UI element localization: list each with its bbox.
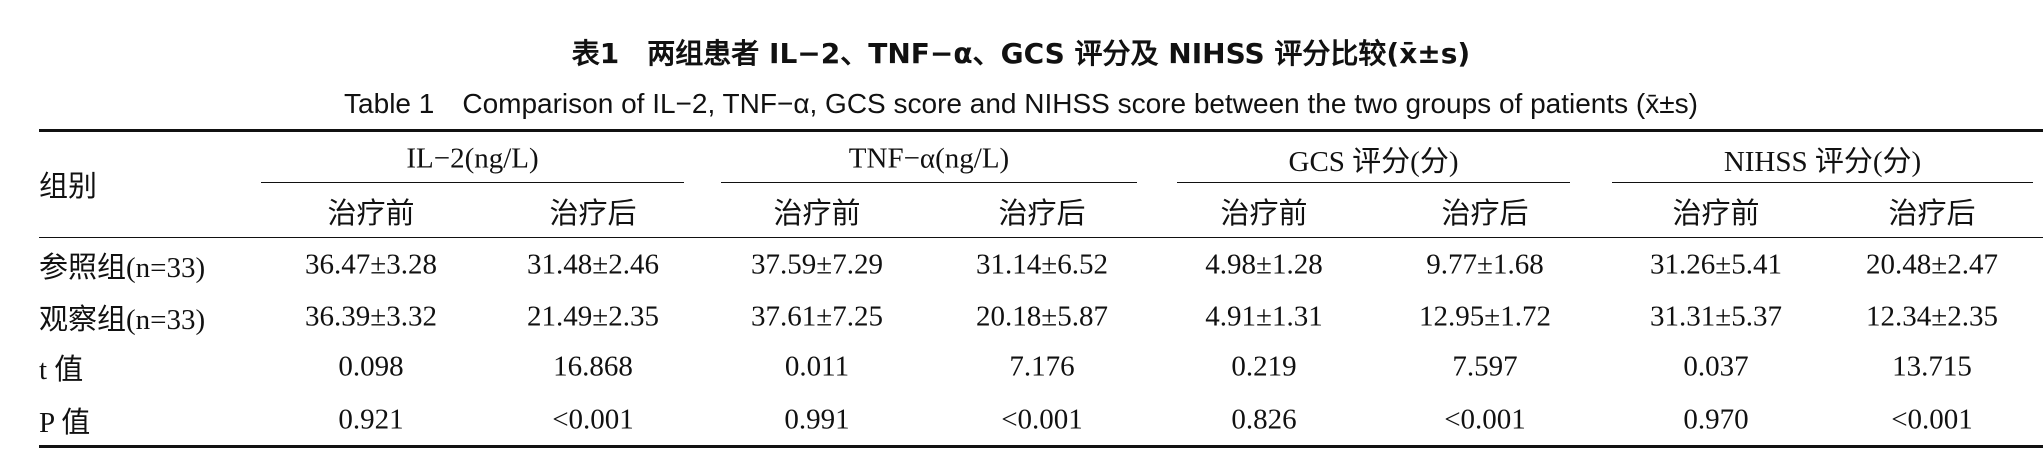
group-header: NIHSS 评分(分) bbox=[1723, 146, 1922, 178]
sub-header: 治疗后 bbox=[998, 198, 1086, 230]
cell: 0.921 bbox=[338, 403, 404, 436]
cell: 36.39±3.32 bbox=[305, 300, 437, 333]
cell: 21.49±2.35 bbox=[527, 300, 659, 333]
cell: 9.77±1.68 bbox=[1426, 248, 1544, 281]
group-header: GCS 评分(分) bbox=[1288, 146, 1459, 178]
cell: <0.001 bbox=[552, 403, 634, 436]
top-rule bbox=[39, 129, 2043, 132]
cell: 0.991 bbox=[784, 403, 850, 436]
bottom-rule bbox=[39, 445, 2043, 448]
sub-header: 治疗前 bbox=[327, 198, 415, 230]
title-en: Table 1 Comparison of IL−2, TNF−α, GCS s… bbox=[344, 88, 1698, 119]
cell: <0.001 bbox=[1001, 403, 1083, 436]
group-rule bbox=[721, 182, 1137, 183]
title-cn: 表1 两组患者 IL−2、TNF−α、GCS 评分及 NIHSS 评分比较(x̄… bbox=[571, 37, 1471, 70]
cell: 20.18±5.87 bbox=[976, 300, 1108, 333]
cell: 16.868 bbox=[553, 350, 633, 383]
row-label: t 值 bbox=[39, 354, 84, 386]
group-rule bbox=[261, 182, 684, 183]
header-rule bbox=[39, 237, 2043, 238]
row-label: P 值 bbox=[39, 407, 91, 439]
group-header: TNF−α(ng/L) bbox=[848, 142, 1010, 175]
cell: 0.098 bbox=[338, 350, 404, 383]
cell: 12.34±2.35 bbox=[1866, 300, 1998, 333]
cell: 0.970 bbox=[1683, 403, 1749, 436]
cell: 0.219 bbox=[1231, 350, 1297, 383]
sub-header: 治疗后 bbox=[549, 198, 637, 230]
cell: 37.59±7.29 bbox=[751, 248, 883, 281]
cell: <0.001 bbox=[1891, 403, 1973, 436]
cell: 20.48±2.47 bbox=[1866, 248, 1998, 281]
cell: 37.61±7.25 bbox=[751, 300, 883, 333]
group-header: IL−2(ng/L) bbox=[406, 142, 539, 175]
group-rule bbox=[1177, 182, 1570, 183]
cell: 4.98±1.28 bbox=[1205, 248, 1323, 281]
cell: 7.176 bbox=[1009, 350, 1075, 383]
cell: 31.48±2.46 bbox=[527, 248, 659, 281]
cell: 12.95±1.72 bbox=[1419, 300, 1551, 333]
cell: 31.14±6.52 bbox=[976, 248, 1108, 281]
cell: 0.826 bbox=[1231, 403, 1297, 436]
row-label: 观察组(n=33) bbox=[39, 304, 206, 336]
corner-header: 组别 bbox=[39, 171, 98, 203]
cell: 13.715 bbox=[1892, 350, 1972, 383]
cell: 4.91±1.31 bbox=[1205, 300, 1323, 333]
sub-header: 治疗前 bbox=[773, 198, 861, 230]
cell: <0.001 bbox=[1444, 403, 1526, 436]
sub-header: 治疗后 bbox=[1888, 198, 1976, 230]
cell: 7.597 bbox=[1452, 350, 1518, 383]
group-rule bbox=[1612, 182, 2033, 183]
cell: 36.47±3.28 bbox=[305, 248, 437, 281]
sub-header: 治疗前 bbox=[1672, 198, 1760, 230]
row-label: 参照组(n=33) bbox=[39, 252, 206, 284]
sub-header: 治疗后 bbox=[1441, 198, 1529, 230]
cell: 31.26±5.41 bbox=[1650, 248, 1782, 281]
cell: 0.011 bbox=[784, 350, 850, 383]
sub-header: 治疗前 bbox=[1220, 198, 1308, 230]
cell: 31.31±5.37 bbox=[1650, 300, 1782, 333]
cell: 0.037 bbox=[1683, 350, 1749, 383]
